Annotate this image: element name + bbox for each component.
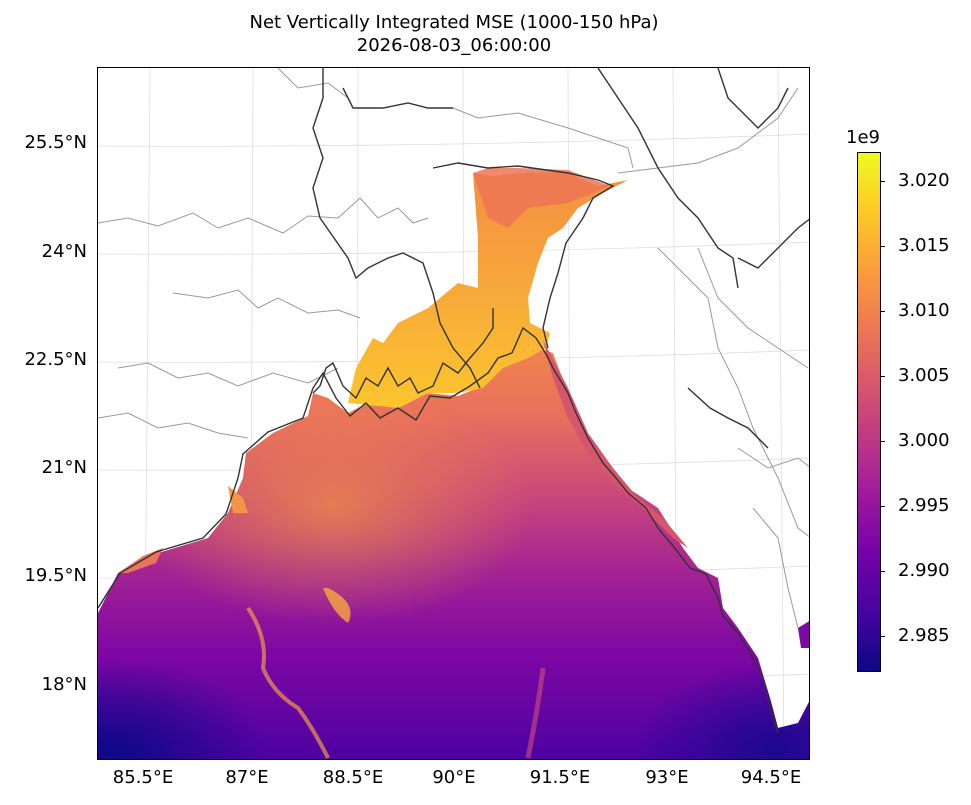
- lat-tick-label: 25.5°N: [24, 132, 87, 153]
- colorbar-tick-label: 3.015: [898, 234, 950, 256]
- lon-tick-label: 87°E: [225, 767, 269, 788]
- colorbar-tick-mark: [880, 505, 885, 507]
- lon-tick-label: 94.5°E: [740, 767, 802, 788]
- map-subtitle: 2026-08-03_06:00:00: [356, 35, 552, 56]
- colorbar-tick-label: 3.000: [898, 429, 950, 451]
- colorbar-tick-mark: [880, 440, 885, 442]
- colorbar-tick-mark: [880, 375, 885, 377]
- lat-tick-label: 22.5°N: [24, 349, 87, 370]
- colorbar-tick-mark: [880, 180, 885, 182]
- colorbar-tick-label: 3.010: [898, 299, 950, 321]
- colorbar-tick-mark: [880, 245, 885, 247]
- colorbar-tick-mark: [880, 635, 885, 637]
- map-panel[interactable]: [97, 67, 810, 760]
- colorbar-tick-label: 2.985: [898, 624, 950, 646]
- colorbar-tick-mark: [880, 310, 885, 312]
- colorbar-tick-label: 3.020: [898, 169, 950, 191]
- colorbar-tick-label: 3.005: [898, 364, 950, 386]
- colorbar-tick-label: 2.995: [898, 494, 950, 516]
- map-title: Net Vertically Integrated MSE (1000-150 …: [249, 12, 659, 33]
- lon-tick-label: 90°E: [432, 767, 476, 788]
- lat-tick-label: 24°N: [41, 241, 87, 262]
- country-borders: [98, 68, 809, 629]
- lat-tick-label: 21°N: [41, 457, 87, 478]
- lon-tick-label: 93°E: [645, 767, 689, 788]
- colorbar-tick-label: 2.990: [898, 559, 950, 581]
- lon-tick-label: 88.5°E: [322, 767, 384, 788]
- lat-tick-label: 18°N: [41, 674, 87, 695]
- colorbar: [857, 152, 881, 672]
- mse-field-land: [118, 168, 809, 648]
- lon-tick-label: 91.5°E: [529, 767, 591, 788]
- coastline: [98, 68, 809, 734]
- colorbar-exponent: 1e9: [846, 127, 880, 148]
- lon-tick-label: 85.5°E: [112, 767, 174, 788]
- colorbar-tick-mark: [880, 570, 885, 572]
- map-canvas[interactable]: [98, 68, 810, 760]
- lat-tick-label: 19.5°N: [24, 565, 87, 586]
